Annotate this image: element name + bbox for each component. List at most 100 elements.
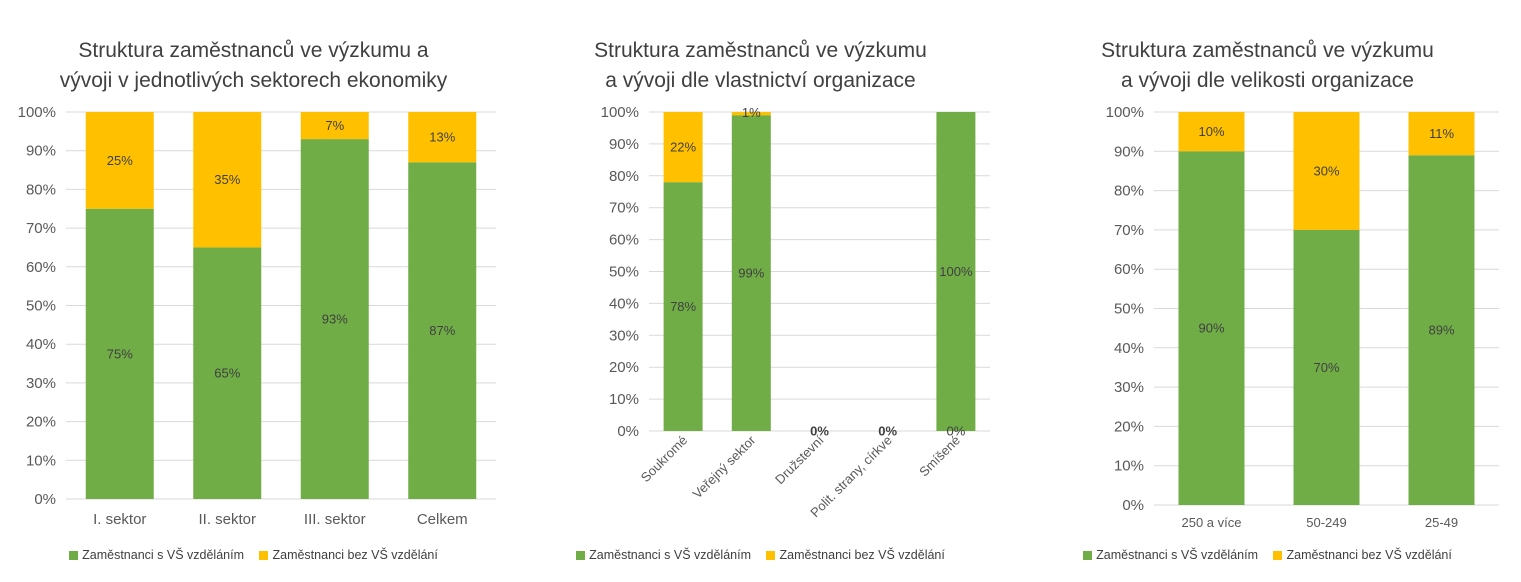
y-tick-label: 50% xyxy=(26,298,56,315)
data-label: 78% xyxy=(670,299,696,314)
data-label: 10% xyxy=(1198,124,1224,139)
y-tick-label: 70% xyxy=(26,220,56,237)
data-label: 7% xyxy=(325,118,344,133)
legend-swatch-yellow xyxy=(259,551,269,561)
x-category-label: Veřejný sektor xyxy=(690,432,759,501)
bar-with-degree xyxy=(300,139,369,499)
bar-with-degree xyxy=(663,182,703,431)
legend-swatch-yellow xyxy=(1273,551,1283,561)
legend-label: Zaměstnanci s VŠ vzděláním xyxy=(1096,548,1258,562)
y-tick-label: 60% xyxy=(609,232,639,249)
y-tick-label: 20% xyxy=(1114,418,1144,435)
bar-without-degree xyxy=(663,112,703,183)
data-label: 13% xyxy=(429,130,455,145)
y-tick-label: 0% xyxy=(34,491,56,508)
data-label: 87% xyxy=(429,323,455,338)
bar-with-degree xyxy=(85,208,154,499)
y-tick-label: 10% xyxy=(26,452,56,469)
x-category-label: II. sektor xyxy=(198,511,256,528)
legend-label: Zaměstnanci bez VŠ vzdělání xyxy=(779,548,945,562)
data-label: 0% xyxy=(878,424,897,439)
legend-item-without-degree: Zaměstnanci bez VŠ vzdělání xyxy=(766,548,945,562)
data-label: 0% xyxy=(947,424,966,439)
bar-without-degree xyxy=(85,112,154,209)
data-label: 11% xyxy=(1429,126,1454,141)
data-label: 22% xyxy=(670,140,696,155)
data-label: 100% xyxy=(939,264,973,279)
y-tick-label: 80% xyxy=(26,181,56,198)
bar-with-degree xyxy=(936,112,976,431)
legend-label: Zaměstnanci bez VŠ vzdělání xyxy=(272,548,438,562)
data-label: 35% xyxy=(214,172,240,187)
x-category-label: I. sektor xyxy=(93,511,146,528)
chart-title-line-2: a vývoji dle velikosti organizace xyxy=(1121,69,1414,92)
y-tick-label: 10% xyxy=(1114,458,1144,475)
y-tick-label: 100% xyxy=(18,104,56,121)
data-label: 90% xyxy=(1198,321,1224,336)
chart-panel-sectors: Struktura zaměstnanců ve výzkumu a vývoj… xyxy=(0,0,507,582)
x-category-label: Družstevní xyxy=(772,432,827,487)
chart-ownership: 0% 10% 20% 30% 40% 50% 60% 70% 80% 90% 100% 78% 22% S… xyxy=(601,104,990,520)
legend-swatch-green xyxy=(576,551,586,561)
x-category-label: Smíšené xyxy=(916,433,963,480)
bar-with-degree xyxy=(731,115,771,431)
y-tick-label: 20% xyxy=(609,359,639,376)
chart-title: Struktura zaměstnanců ve výzkumu a vývoj… xyxy=(507,36,1014,96)
chart-title-line-1: Struktura zaměstnanců ve výzkumu a xyxy=(78,39,429,62)
legend-item-without-degree: Zaměstnanci bez VŠ vzdělání xyxy=(259,548,438,562)
y-tick-label: 90% xyxy=(1114,143,1144,160)
data-label: 30% xyxy=(1313,163,1339,178)
data-label: 70% xyxy=(1313,360,1339,375)
legend-item-with-degree: Zaměstnanci s VŠ vzděláním xyxy=(1083,548,1258,562)
bar-without-degree xyxy=(1178,112,1245,152)
x-category-label: 25-49 xyxy=(1425,515,1458,530)
chart-legend: Zaměstnanci s VŠ vzděláním Zaměstnanci b… xyxy=(1014,548,1521,562)
data-label: 89% xyxy=(1428,323,1454,338)
legend-item-with-degree: Zaměstnanci s VŠ vzděláním xyxy=(69,548,244,562)
y-tick-label: 70% xyxy=(1114,222,1144,239)
y-tick-label: 0% xyxy=(1122,497,1144,514)
legend-label: Zaměstnanci bez VŠ vzdělání xyxy=(1286,548,1452,562)
chart-size: 0% 10% 20% 30% 40% 50% 60% 70% 80% 90% 100% 90% 10% 2… xyxy=(1106,104,1499,530)
y-tick-label: 40% xyxy=(609,295,639,312)
y-tick-label: 60% xyxy=(1114,261,1144,278)
y-tick-label: 80% xyxy=(609,168,639,185)
data-label: 99% xyxy=(738,266,764,281)
y-tick-label: 20% xyxy=(26,414,56,431)
bar-without-degree xyxy=(1408,112,1475,156)
y-tick-label: 100% xyxy=(601,104,639,121)
y-tick-label: 70% xyxy=(609,200,639,217)
y-tick-label: 80% xyxy=(1114,183,1144,200)
y-tick-label: 50% xyxy=(1114,301,1144,318)
y-tick-label: 90% xyxy=(26,143,56,160)
bar-without-degree xyxy=(1293,112,1360,230)
chart-title: Struktura zaměstnanců ve výzkumu a vývoj… xyxy=(0,36,507,96)
data-label: 0% xyxy=(810,424,829,439)
legend-swatch-green xyxy=(1083,551,1093,561)
bar-without-degree xyxy=(731,112,771,116)
data-label: 93% xyxy=(322,312,348,327)
legend-label: Zaměstnanci s VŠ vzděláním xyxy=(82,548,244,562)
y-tick-label: 90% xyxy=(609,136,639,153)
data-label: 75% xyxy=(107,346,133,361)
bar-without-degree xyxy=(300,112,369,140)
y-tick-label: 60% xyxy=(26,259,56,276)
data-label: 25% xyxy=(107,153,133,168)
bar-with-degree xyxy=(1293,229,1360,505)
chart-panel-ownership: Struktura zaměstnanců ve výzkumu a vývoj… xyxy=(507,0,1014,582)
legend-label: Zaměstnanci s VŠ vzděláním xyxy=(589,548,751,562)
bar-without-degree xyxy=(193,112,262,248)
chart-sectors: 0% 10% 20% 30% 40% 50% 60% 70% 80% 90% 100% 75% 25% I… xyxy=(18,104,496,528)
bar-with-degree xyxy=(408,162,477,499)
y-tick-label: 40% xyxy=(26,336,56,353)
legend-swatch-yellow xyxy=(766,551,776,561)
bar-with-degree xyxy=(193,247,262,499)
x-category-label: III. sektor xyxy=(304,511,366,528)
chart-title-line-2: a vývoji dle vlastnictví organizace xyxy=(605,69,916,92)
bar-without-degree xyxy=(408,112,477,163)
data-label: 1% xyxy=(742,105,761,120)
x-category-label: Celkem xyxy=(417,511,468,528)
y-tick-label: 30% xyxy=(1114,379,1144,396)
chart-title-line-2: vývoji v jednotlivých sektorech ekonomik… xyxy=(59,69,448,92)
y-tick-label: 0% xyxy=(617,423,639,440)
